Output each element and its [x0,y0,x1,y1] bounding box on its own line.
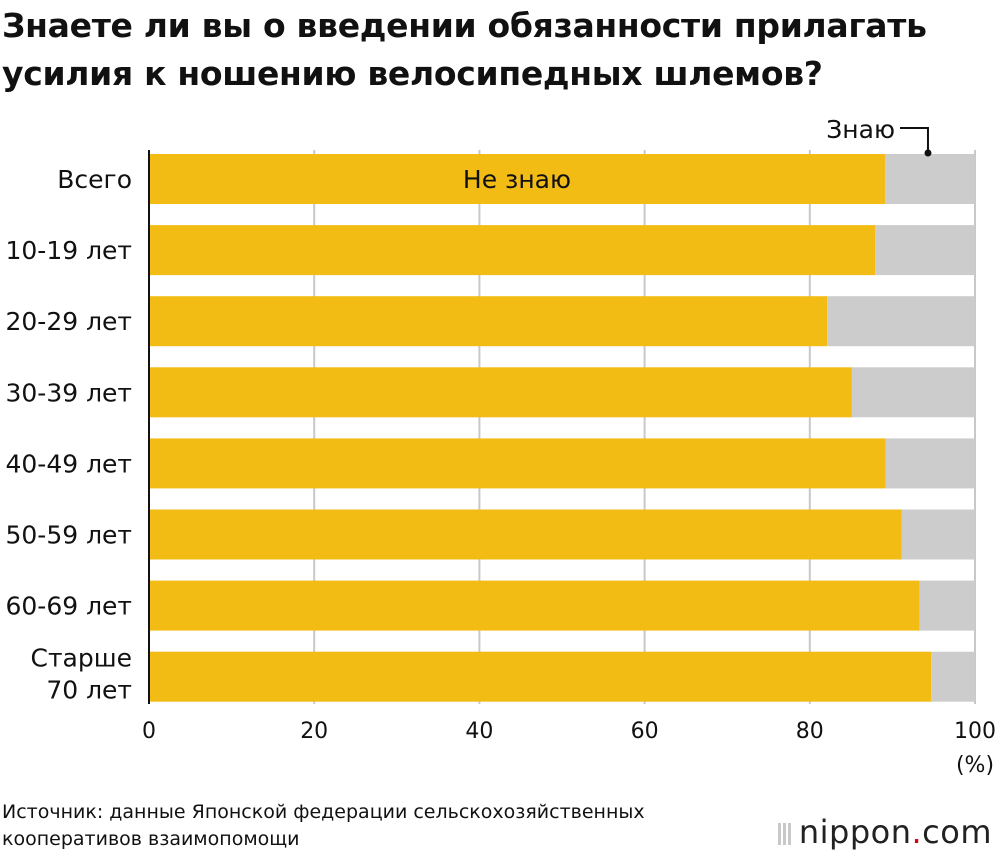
bar-know [884,154,975,204]
chart-title: Знаете ли вы о введении обязанности прил… [2,2,998,98]
source-line-1: Источник: данные Японской федерации сель… [2,801,645,823]
know-leader-dot [924,149,932,157]
bar-know [919,580,975,631]
bar-dont-know [149,509,902,560]
bar-dont-know [149,367,852,418]
category-label: 70 лет [46,676,132,705]
x-tick-label: 20 [300,719,328,744]
bar-know [851,367,975,418]
logo-main: nippon [798,813,912,851]
category-label: 60-69 лет [5,592,132,621]
logo-bars-icon [777,814,793,854]
stacked-bar-chart: Всего 10-19 лет 20-29 лет 30-39 лет 40-49 ле… [5,115,996,778]
category-label: 30-39 лет [5,378,132,407]
x-tick-label: 60 [631,719,659,744]
category-label: Всего [57,165,132,194]
bar-dont-know [149,225,876,276]
nippon-logo: nippon.com [777,812,992,854]
chart-title-line-2: усилия к ношению велосипедных шлемов? [2,54,823,93]
source-note: Источник: данные Японской федерации сель… [2,799,645,853]
x-tick-label: 0 [142,719,156,744]
bar-know [901,509,975,560]
bar-dont-know [149,580,920,631]
x-tick-label: 40 [465,719,493,744]
bar-know [931,651,975,702]
bar-dont-know [149,296,828,347]
category-label: 20-29 лет [5,307,132,336]
bar-know [827,296,975,347]
logo-dot: . [911,813,923,851]
x-tick-label: 100 [954,719,996,744]
chart-title-line-1: Знаете ли вы о введении обязанности прил… [2,6,927,45]
series-label-know: Знаю [826,115,895,144]
category-label: 10-19 лет [5,236,132,265]
know-leader-line [900,127,929,150]
category-label: 40-49 лет [5,449,132,478]
source-line-2: кооперативов взаимопомощи [2,828,300,850]
bar-know [885,438,975,489]
x-axis-unit: (%) [956,753,994,778]
logo-suffix: com [922,813,992,851]
bar-dont-know [149,651,932,702]
bar-dont-know [149,154,885,204]
category-label: Старше [31,644,132,673]
bar-know [875,225,975,276]
series-label-dont-know: Не знаю [463,165,571,194]
category-label: 50-59 лет [5,521,132,550]
bar-dont-know [149,438,886,489]
x-tick-label: 80 [796,719,824,744]
